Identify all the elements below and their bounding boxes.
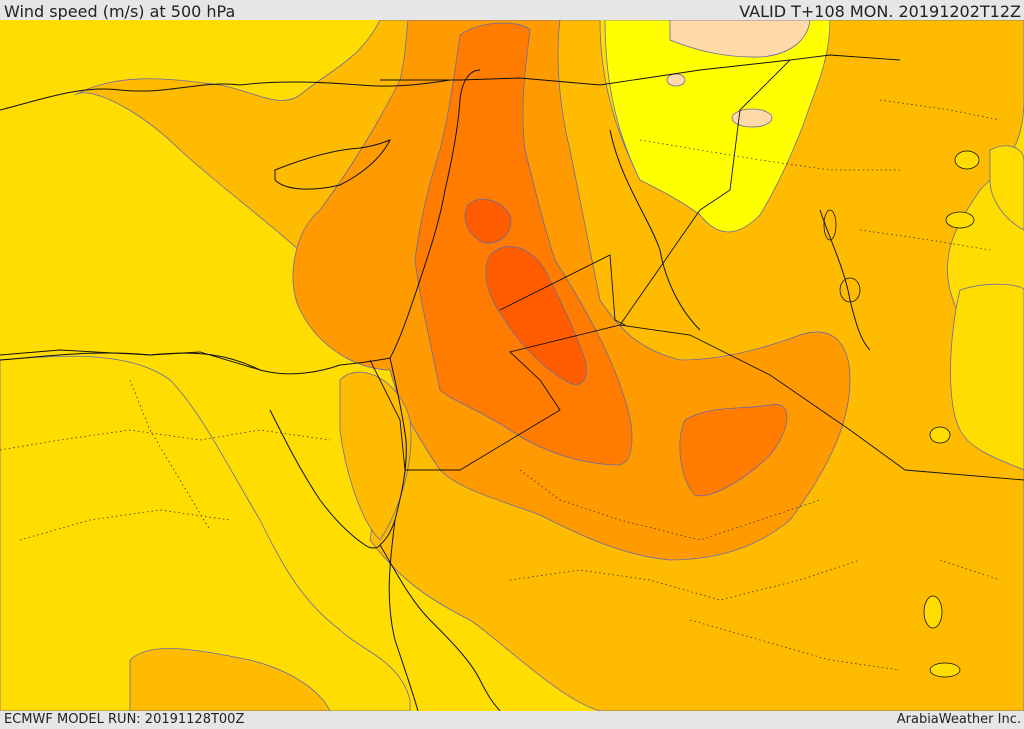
- wind-zone-moderate-sudan: [129, 648, 331, 711]
- wind-zone-strong-east: [679, 404, 788, 497]
- footer-bar: [0, 711, 1024, 729]
- model-run-label: ECMWF MODEL RUN: 20191128T00Z: [4, 712, 245, 727]
- map-title: Wind speed (m/s) at 500 hPa: [4, 2, 236, 21]
- header-bar: [0, 0, 1024, 20]
- wind-zone-very-strong: [485, 246, 587, 385]
- coastlines: [0, 69, 871, 711]
- wind-zone-light-south: [0, 355, 411, 711]
- brand-label: ArabiaWeather Inc.: [896, 712, 1021, 727]
- cloud-pale-blob-small: [666, 73, 686, 87]
- cloud-pale-blob: [731, 108, 773, 128]
- internal-boundaries: [0, 99, 1001, 671]
- wind-speed-map: [0, 20, 1024, 711]
- wind-zone-light-east: [950, 283, 1024, 471]
- wind-zone-calm: [604, 20, 831, 233]
- wind-zone-very-strong-north: [464, 198, 512, 244]
- islands: [823, 150, 980, 678]
- cloud-pale-patch: [669, 20, 811, 58]
- political-borders: [0, 54, 1024, 481]
- wind-zone-moderate-sinai: [339, 371, 412, 541]
- valid-time-label: VALID T+108 MON. 20191202T12Z: [739, 2, 1021, 21]
